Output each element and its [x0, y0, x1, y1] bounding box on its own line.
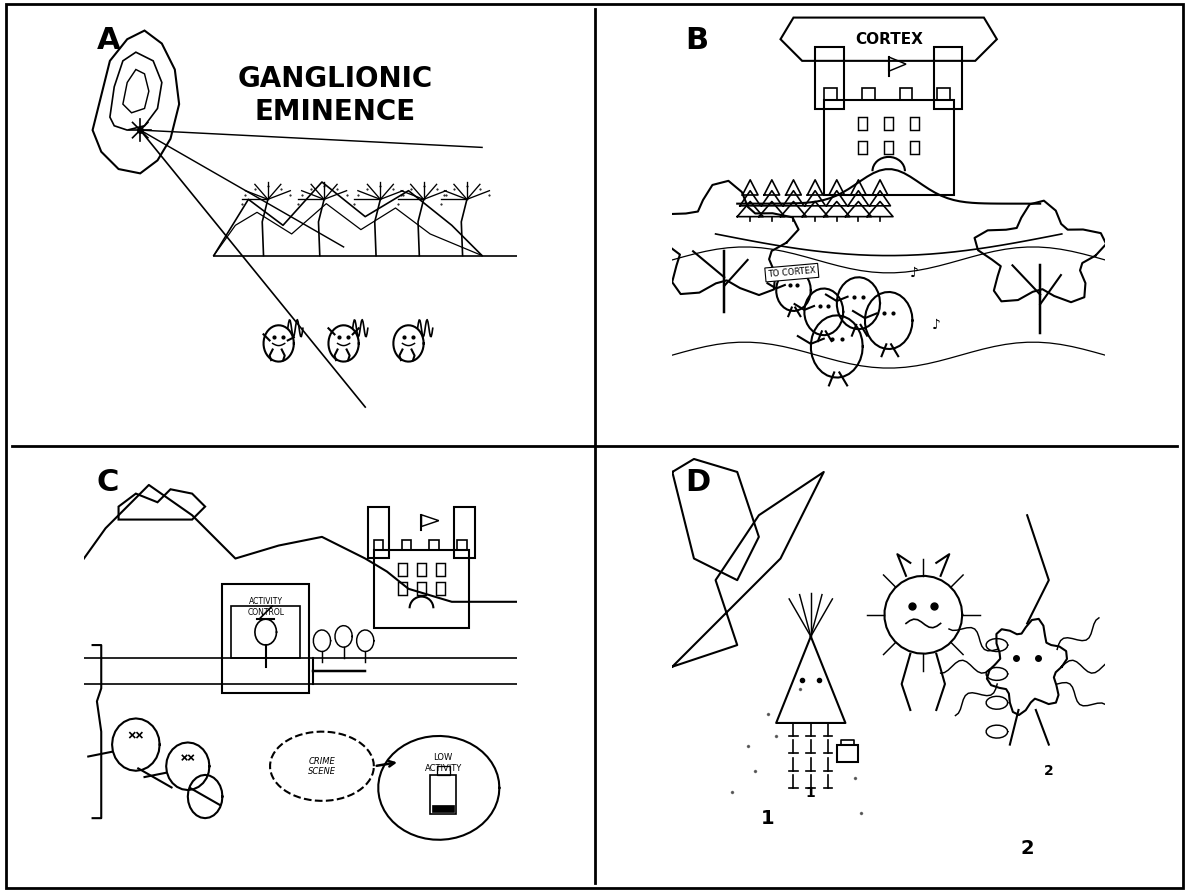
- Bar: [373, 541, 383, 549]
- Bar: [454, 507, 476, 558]
- Bar: [436, 766, 449, 775]
- Text: CRIME
SCENE: CRIME SCENE: [308, 756, 336, 776]
- Bar: [900, 88, 912, 100]
- Text: D: D: [685, 467, 711, 497]
- Bar: [458, 541, 467, 549]
- Bar: [222, 584, 309, 693]
- Bar: [885, 141, 893, 154]
- Bar: [430, 775, 457, 814]
- Bar: [436, 582, 445, 595]
- Bar: [367, 507, 389, 558]
- Bar: [436, 563, 445, 576]
- Bar: [816, 47, 844, 110]
- Bar: [429, 541, 439, 549]
- Text: ♪: ♪: [911, 266, 919, 280]
- Bar: [433, 805, 454, 812]
- Bar: [933, 47, 962, 110]
- Text: CORTEX: CORTEX: [855, 32, 923, 46]
- Bar: [402, 541, 411, 549]
- Text: B: B: [685, 26, 709, 55]
- Bar: [398, 563, 407, 576]
- Text: A: A: [97, 26, 120, 55]
- Bar: [911, 141, 919, 154]
- Text: ACTIVITY
CONTROL: ACTIVITY CONTROL: [247, 598, 284, 617]
- Text: TO CORTEX: TO CORTEX: [768, 266, 816, 279]
- Bar: [885, 117, 893, 130]
- Text: 1: 1: [806, 786, 816, 799]
- Bar: [398, 582, 407, 595]
- Bar: [858, 141, 867, 154]
- Bar: [862, 88, 875, 100]
- Text: LOW
ACTIVITY: LOW ACTIVITY: [424, 753, 461, 772]
- Text: ♪: ♪: [932, 318, 940, 332]
- Bar: [373, 549, 470, 628]
- Bar: [417, 582, 426, 595]
- Bar: [231, 607, 301, 658]
- Text: GANGLIONIC
EMINENCE: GANGLIONIC EMINENCE: [238, 65, 433, 126]
- Bar: [417, 563, 426, 576]
- Bar: [837, 745, 858, 762]
- Bar: [911, 117, 919, 130]
- Text: C: C: [97, 467, 119, 497]
- Text: 2: 2: [1020, 839, 1034, 858]
- Bar: [937, 88, 950, 100]
- Bar: [824, 88, 837, 100]
- Text: 2: 2: [1044, 764, 1053, 778]
- Text: 1: 1: [761, 809, 774, 828]
- Bar: [858, 117, 867, 130]
- Bar: [824, 100, 954, 195]
